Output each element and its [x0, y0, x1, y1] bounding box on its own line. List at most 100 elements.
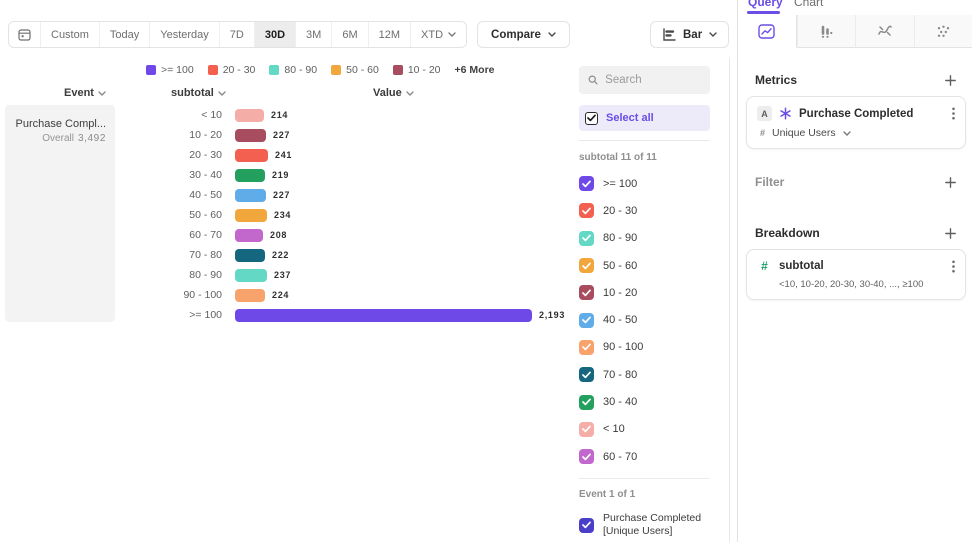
- segment-checkbox-item[interactable]: 50 - 60: [579, 252, 710, 279]
- tab-dot-grid[interactable]: [913, 15, 972, 48]
- date-range-button[interactable]: Today: [99, 22, 151, 47]
- metric-card[interactable]: A Purchase Completed # Unique Users: [746, 96, 966, 149]
- segment-checkbox-item[interactable]: 40 - 50: [579, 306, 710, 333]
- bar-row: 70 - 80 222: [120, 245, 580, 265]
- breakdown-card[interactable]: # subtotal <10, 10-20, 20-30, 30-40, ...…: [746, 249, 966, 300]
- bar-segment[interactable]: [235, 128, 266, 142]
- checkbox-checked-icon[interactable]: [579, 230, 594, 246]
- segment-column-header[interactable]: subtotal: [171, 87, 226, 99]
- tab-line-chart[interactable]: [738, 15, 797, 48]
- bar-segment[interactable]: [235, 168, 265, 182]
- search-input[interactable]: [605, 74, 701, 86]
- compare-button[interactable]: Compare: [477, 21, 570, 48]
- chevron-down-icon: [406, 90, 414, 96]
- event-name: Purchase Compl...: [15, 118, 106, 130]
- event-checkbox-item[interactable]: Purchase Completed [Unique Users]: [579, 512, 710, 538]
- search-box[interactable]: [579, 66, 710, 94]
- bar-segment[interactable]: [235, 108, 264, 122]
- legend-swatch: [392, 65, 403, 75]
- chart-type-selector[interactable]: Bar: [650, 21, 730, 48]
- select-all-row[interactable]: Select all: [579, 105, 710, 131]
- segment-checkbox-item[interactable]: 30 - 40: [579, 388, 710, 415]
- checkbox-checked-icon[interactable]: [579, 176, 594, 192]
- checkbox-checked-icon[interactable]: [579, 339, 594, 355]
- hash-icon: #: [760, 128, 766, 138]
- bar-value-label: 219: [272, 170, 290, 180]
- bar-row: 20 - 30 241: [120, 145, 580, 165]
- select-all-checkbox[interactable]: [585, 111, 598, 125]
- metric-menu-button[interactable]: [952, 107, 955, 120]
- legend-item[interactable]: >= 100: [146, 64, 194, 76]
- segment-checkbox-item[interactable]: >= 100: [579, 170, 710, 197]
- segment-checkbox-label: 60 - 70: [603, 450, 638, 463]
- checkbox-checked-icon[interactable]: [579, 258, 594, 274]
- checkbox-checked-icon[interactable]: [579, 285, 594, 301]
- bar-track: 227: [235, 128, 290, 142]
- segment-checkbox-item[interactable]: 60 - 70: [579, 443, 710, 470]
- bar-segment[interactable]: [235, 308, 532, 322]
- date-range-label: 30D: [264, 28, 286, 41]
- active-tab-underline: [747, 11, 780, 14]
- segment-checkbox-item[interactable]: 90 - 100: [579, 334, 710, 361]
- bar-segment[interactable]: [235, 188, 266, 202]
- select-all-label: Select all: [606, 112, 654, 124]
- event-checkbox-label: Purchase Completed [Unique Users]: [603, 512, 702, 538]
- breakdown-detail: <10, 10-20, 20-30, 30-40, ..., ≥100: [779, 279, 924, 290]
- checkbox-checked-icon[interactable]: [579, 367, 594, 383]
- bar-segment[interactable]: [235, 148, 268, 162]
- event-summary-card[interactable]: Purchase Compl... Overall 3,492: [5, 105, 115, 322]
- vertical-divider: [729, 58, 730, 542]
- measure-row[interactable]: # Unique Users: [757, 127, 955, 139]
- date-range-label: 6M: [342, 28, 358, 41]
- checkbox-checked-icon[interactable]: [579, 449, 594, 465]
- segment-checkbox-label: 30 - 40: [603, 396, 638, 409]
- event-checkbox-box[interactable]: [579, 517, 594, 533]
- bar-segment[interactable]: [235, 288, 265, 302]
- checkbox-checked-icon[interactable]: [579, 312, 594, 328]
- checkbox-checked-icon[interactable]: [579, 203, 594, 219]
- date-range-button[interactable]: Yesterday: [150, 22, 220, 47]
- add-breakdown-button[interactable]: [945, 227, 956, 239]
- segment-checkbox-label: 70 - 80: [603, 368, 638, 381]
- legend-item[interactable]: 20 - 30: [207, 64, 255, 76]
- add-filter-button[interactable]: [945, 176, 956, 188]
- legend-more-link[interactable]: +6 More: [454, 64, 495, 76]
- date-range-button[interactable]: 12M: [368, 22, 412, 47]
- bar-segment[interactable]: [235, 208, 267, 222]
- bar-segment[interactable]: [235, 248, 265, 262]
- segment-checkbox-label: 10 - 20: [603, 286, 638, 299]
- segment-checkbox-item[interactable]: 10 - 20: [579, 279, 710, 306]
- bar-segment[interactable]: [235, 268, 267, 282]
- date-range-button[interactable]: 7D: [219, 22, 255, 47]
- date-range-button[interactable]: 3M: [296, 22, 333, 47]
- tab-bar-chart[interactable]: [796, 15, 855, 48]
- add-metric-button[interactable]: [945, 74, 956, 86]
- segment-checkbox-item[interactable]: 20 - 30: [579, 197, 710, 224]
- breakdown-menu-button[interactable]: [952, 260, 955, 273]
- date-range-label: 3M: [306, 28, 322, 41]
- legend-item[interactable]: 10 - 20: [392, 64, 441, 76]
- bar-segment[interactable]: [235, 228, 263, 242]
- date-range-button[interactable]: Custom: [41, 22, 100, 47]
- segment-checkbox-item[interactable]: 80 - 90: [579, 225, 710, 252]
- checkbox-checked-icon[interactable]: [579, 394, 594, 410]
- hash-icon: #: [761, 259, 768, 273]
- value-column-header[interactable]: Value: [373, 87, 414, 99]
- bar-category-label: 70 - 80: [189, 249, 222, 261]
- tab-query[interactable]: Query: [748, 0, 783, 9]
- segment-checkbox-item[interactable]: 70 - 80: [579, 361, 710, 388]
- event-column-header[interactable]: Event: [64, 87, 106, 99]
- checkbox-checked-icon[interactable]: [579, 421, 594, 437]
- calendar-button[interactable]: [9, 22, 41, 47]
- tab-chart[interactable]: Chart: [794, 0, 824, 9]
- segment-checkbox-item[interactable]: < 10: [579, 416, 710, 443]
- segment-checkbox-label: < 10: [603, 423, 625, 436]
- date-range-button[interactable]: 30D: [254, 22, 297, 47]
- date-range-button[interactable]: XTD: [411, 22, 467, 47]
- kebab-menu-icon: [952, 107, 955, 120]
- legend-item[interactable]: 50 - 60: [331, 64, 379, 76]
- tab-wave-chart[interactable]: [855, 15, 914, 48]
- legend-item[interactable]: 80 - 90: [269, 64, 317, 76]
- date-range-button[interactable]: 6M: [332, 22, 369, 47]
- overall-label: Overall: [42, 133, 74, 144]
